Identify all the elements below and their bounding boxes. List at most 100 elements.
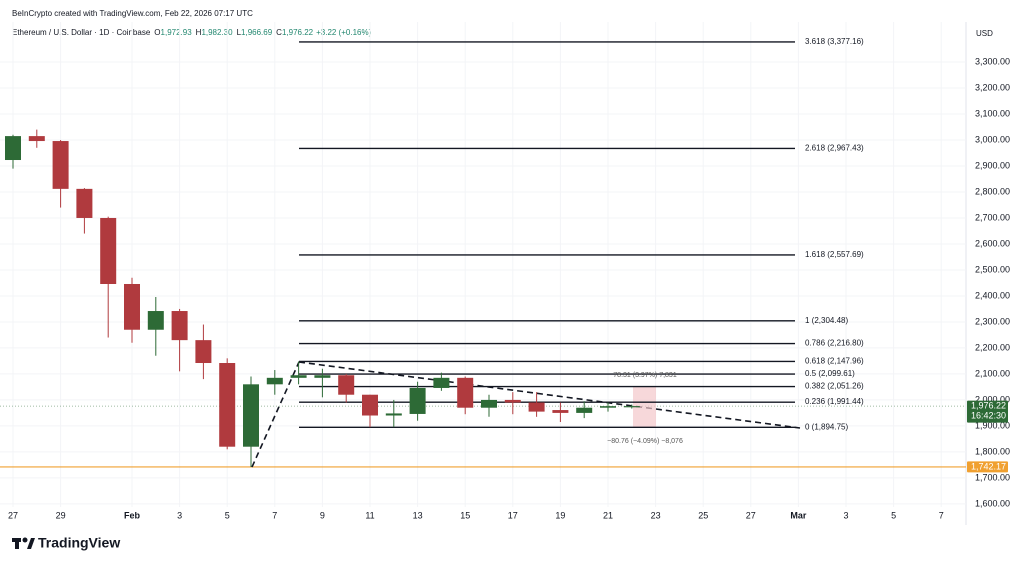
y-tick-label: 1,600.00 bbox=[975, 498, 1010, 508]
candle-body bbox=[338, 375, 355, 395]
candle-body bbox=[314, 375, 331, 378]
annotation: 78.31 (3.97%) 7,831 bbox=[613, 372, 677, 379]
x-tick-label: 3 bbox=[843, 510, 848, 520]
candle-body bbox=[5, 136, 21, 161]
x-tick-label: 17 bbox=[508, 510, 518, 520]
x-tick-label: Mar bbox=[790, 510, 807, 520]
x-tick-label: 7 bbox=[939, 510, 944, 520]
candle-body bbox=[528, 402, 545, 412]
currency: USD bbox=[976, 29, 993, 38]
y-tick-label: 2,200.00 bbox=[975, 342, 1010, 352]
x-tick-label: 27 bbox=[746, 510, 756, 520]
y-tick-label: 3,300.00 bbox=[975, 56, 1010, 66]
brand: TradingView bbox=[38, 535, 120, 551]
y-tick-label: 3,100.00 bbox=[975, 108, 1010, 118]
y-tick-label: 2,600.00 bbox=[975, 238, 1010, 248]
x-tick-label: 9 bbox=[320, 510, 325, 520]
x-tick-label: 21 bbox=[603, 510, 613, 520]
annotation: −80.76 (−4.09%) −8,076 bbox=[607, 438, 683, 445]
x-tick-label: 15 bbox=[460, 510, 470, 520]
candle-body bbox=[100, 217, 117, 284]
credit: BeInCrypto created with TradingView.com,… bbox=[12, 9, 253, 18]
candle-body bbox=[433, 377, 450, 388]
candle-body bbox=[481, 399, 497, 408]
y-tick-label: 1,800.00 bbox=[975, 446, 1010, 456]
ohlc-value: 1,972.93 bbox=[161, 28, 193, 37]
candle-body bbox=[266, 377, 283, 385]
candle-body bbox=[124, 283, 140, 330]
x-tick-label: 29 bbox=[56, 510, 66, 520]
candle-body bbox=[219, 363, 236, 447]
candle-body bbox=[171, 311, 188, 341]
x-tick-label: 5 bbox=[225, 510, 230, 520]
candle-body bbox=[552, 410, 569, 413]
fib-label: 2.618 (2,967.43) bbox=[805, 144, 864, 153]
y-tick-label: 1,900.00 bbox=[975, 420, 1010, 430]
x-tick-label: 3 bbox=[177, 510, 182, 520]
fib-label: 0 (1,894.75) bbox=[805, 422, 848, 431]
y-tick-label: 3,200.00 bbox=[975, 82, 1010, 92]
countdown: 16:42:30 bbox=[971, 410, 1006, 420]
ohlc-value: 1,982.30 bbox=[201, 28, 233, 37]
fib-label: 1 (2,304.48) bbox=[805, 316, 848, 325]
fib-label: 3.618 (3,377.16) bbox=[805, 37, 864, 46]
fib-label: 0.382 (2,051.26) bbox=[805, 382, 864, 391]
price-tag-label: 1,976.22 bbox=[971, 400, 1006, 410]
fib-label: 0.236 (1,991.44) bbox=[805, 397, 864, 406]
symbol-line: Ethereum / U.S. Dollar · 1D · Coinbase O1… bbox=[12, 28, 372, 37]
trend-line bbox=[298, 361, 801, 429]
price-tag-label: 1,742.17 bbox=[971, 461, 1006, 471]
fib-label: 0.786 (2,216.80) bbox=[805, 339, 864, 348]
trend-line bbox=[251, 361, 300, 468]
ohlc-value: 1,966.69 bbox=[241, 28, 273, 37]
y-tick-label: 1,700.00 bbox=[975, 472, 1010, 482]
candle-body bbox=[623, 406, 640, 408]
x-tick-label: 7 bbox=[272, 510, 277, 520]
fib-label: 1.618 (2,557.69) bbox=[805, 250, 864, 259]
fib-label: 0.618 (2,147.96) bbox=[805, 357, 864, 366]
change: +3.22 (+0.16%) bbox=[316, 28, 371, 37]
candle-body bbox=[576, 407, 593, 413]
measure-box bbox=[633, 387, 656, 428]
x-tick-label: Feb bbox=[124, 510, 141, 520]
y-tick-label: 2,900.00 bbox=[975, 160, 1010, 170]
y-tick-label: 2,800.00 bbox=[975, 186, 1010, 196]
candle-body bbox=[504, 399, 521, 403]
price-tag bbox=[967, 400, 1008, 423]
ohlc-key: C bbox=[276, 28, 282, 37]
symbol: Ethereum / U.S. Dollar · 1D · Coinbase bbox=[12, 28, 151, 37]
ohlc-key: L bbox=[237, 28, 242, 37]
y-tick-label: 3,000.00 bbox=[975, 134, 1010, 144]
candle-body bbox=[243, 384, 259, 447]
ohlc-value: 1,976.22 bbox=[282, 28, 314, 37]
x-tick-label: 19 bbox=[555, 510, 565, 520]
candle-body bbox=[147, 311, 164, 330]
candle-body bbox=[362, 394, 378, 416]
x-tick-label: 13 bbox=[413, 510, 423, 520]
y-tick-label: 2,700.00 bbox=[975, 212, 1010, 222]
candle-body bbox=[409, 387, 426, 414]
y-tick-label: 2,500.00 bbox=[975, 264, 1010, 274]
ohlc-key: H bbox=[196, 28, 202, 37]
x-tick-label: 23 bbox=[651, 510, 661, 520]
y-tick-label: 2,400.00 bbox=[975, 290, 1010, 300]
brand-logo bbox=[12, 537, 35, 549]
candle-body bbox=[290, 375, 307, 378]
x-tick-label: 11 bbox=[365, 510, 374, 520]
x-tick-label: 27 bbox=[8, 510, 18, 520]
candle-body bbox=[76, 188, 93, 218]
y-tick-label: 2,300.00 bbox=[975, 316, 1010, 326]
candle-body bbox=[195, 340, 212, 364]
ohlc-key: O bbox=[154, 28, 160, 37]
x-tick-label: 25 bbox=[698, 510, 708, 520]
y-tick-label: 2,000.00 bbox=[975, 394, 1010, 404]
x-tick-label: 5 bbox=[891, 510, 896, 520]
candle-body bbox=[457, 377, 474, 408]
candle-body bbox=[600, 406, 616, 408]
fib-label: 0.5 (2,099.61) bbox=[805, 369, 855, 378]
candle-body bbox=[28, 136, 45, 142]
y-tick-label: 2,100.00 bbox=[975, 368, 1010, 378]
price-tag bbox=[967, 461, 1008, 473]
